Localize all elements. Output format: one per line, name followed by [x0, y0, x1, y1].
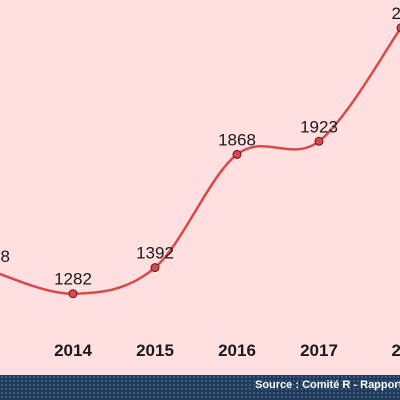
data-point-2015 — [150, 263, 160, 273]
x-tick-2014: 2014 — [54, 341, 92, 360]
data-label-2014: 1282 — [54, 270, 92, 289]
data-point-2017 — [314, 136, 324, 146]
source-footer: Source : Comité R - Rapport d' — [0, 375, 400, 400]
data-point-2016 — [232, 149, 242, 159]
data-label-2013: 1378 — [0, 247, 10, 266]
data-point-2014 — [68, 289, 78, 299]
x-tick-2015: 2015 — [136, 341, 174, 360]
x-tick-2016: 2016 — [218, 341, 256, 360]
source-text: Source : Comité R - Rapport d' — [255, 379, 400, 391]
data-label-2018: 24 — [392, 4, 400, 23]
data-label-2016: 1868 — [218, 130, 256, 149]
x-tick-2017: 2017 — [300, 341, 338, 360]
x-tick-2018: 20 — [392, 341, 400, 360]
data-label-2015: 1392 — [136, 244, 174, 263]
line-chart: 1378128213921868192324 13201420152016201… — [0, 4, 400, 360]
data-point-2018 — [396, 23, 400, 33]
series-line — [0, 27, 400, 295]
data-label-2017: 1923 — [300, 117, 338, 136]
